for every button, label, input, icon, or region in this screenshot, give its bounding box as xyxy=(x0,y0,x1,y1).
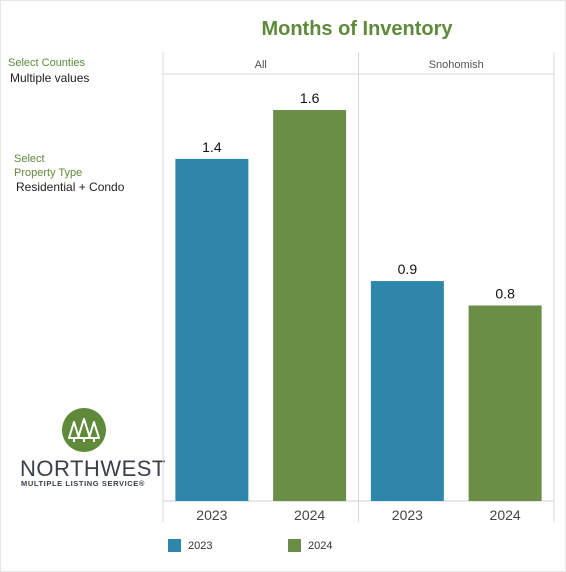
property-type-label-line2: Property Type xyxy=(14,167,83,179)
data-label-all-2023: 1.4 xyxy=(202,139,222,155)
legend-item-2023[interactable]: 2023 xyxy=(168,539,212,552)
property-type-label-line1: Select xyxy=(14,153,45,165)
nwmls-logo: NORTHWEST MULTIPLE LISTING SERVICE® xyxy=(18,408,165,492)
legend-swatch-2024 xyxy=(288,539,301,552)
data-label-snohomish-2024: 0.8 xyxy=(495,286,515,302)
logo-subtitle: MULTIPLE LISTING SERVICE® xyxy=(21,479,146,488)
property-type-filter-label: Select Property Type xyxy=(14,152,134,180)
bar-snohomish-2024 xyxy=(468,305,542,501)
bar-all-2023 xyxy=(175,158,249,501)
legend-swatch-2023 xyxy=(168,539,181,552)
logo-name: NORTHWEST xyxy=(20,456,166,481)
data-label-snohomish-2023: 0.9 xyxy=(398,261,418,277)
counties-filter-label: Select Counties xyxy=(8,57,86,69)
x-tick-label-all-2023: 2023 xyxy=(196,507,227,523)
x-tick-label-snohomish-2024: 2024 xyxy=(490,507,521,523)
panel-header-all: All xyxy=(255,59,267,71)
trees-icon xyxy=(62,408,106,452)
chart-title: Months of Inventory xyxy=(261,18,453,40)
panel-header-snohomish: Snohomish xyxy=(429,59,484,71)
property-type-filter-dropdown[interactable]: Residential + Condo xyxy=(16,180,125,194)
counties-filter-dropdown[interactable]: Multiple values xyxy=(10,71,90,85)
x-tick-label-all-2024: 2024 xyxy=(294,507,325,523)
bar-snohomish-2023 xyxy=(370,281,444,501)
x-tick-label-snohomish-2023: 2023 xyxy=(392,507,423,523)
data-label-all-2024: 1.6 xyxy=(300,90,320,106)
legend-label-2023: 2023 xyxy=(188,539,213,552)
legend-label-2024: 2024 xyxy=(308,539,333,552)
bar-all-2024 xyxy=(273,110,347,501)
legend-item-2024[interactable]: 2024 xyxy=(288,539,332,552)
